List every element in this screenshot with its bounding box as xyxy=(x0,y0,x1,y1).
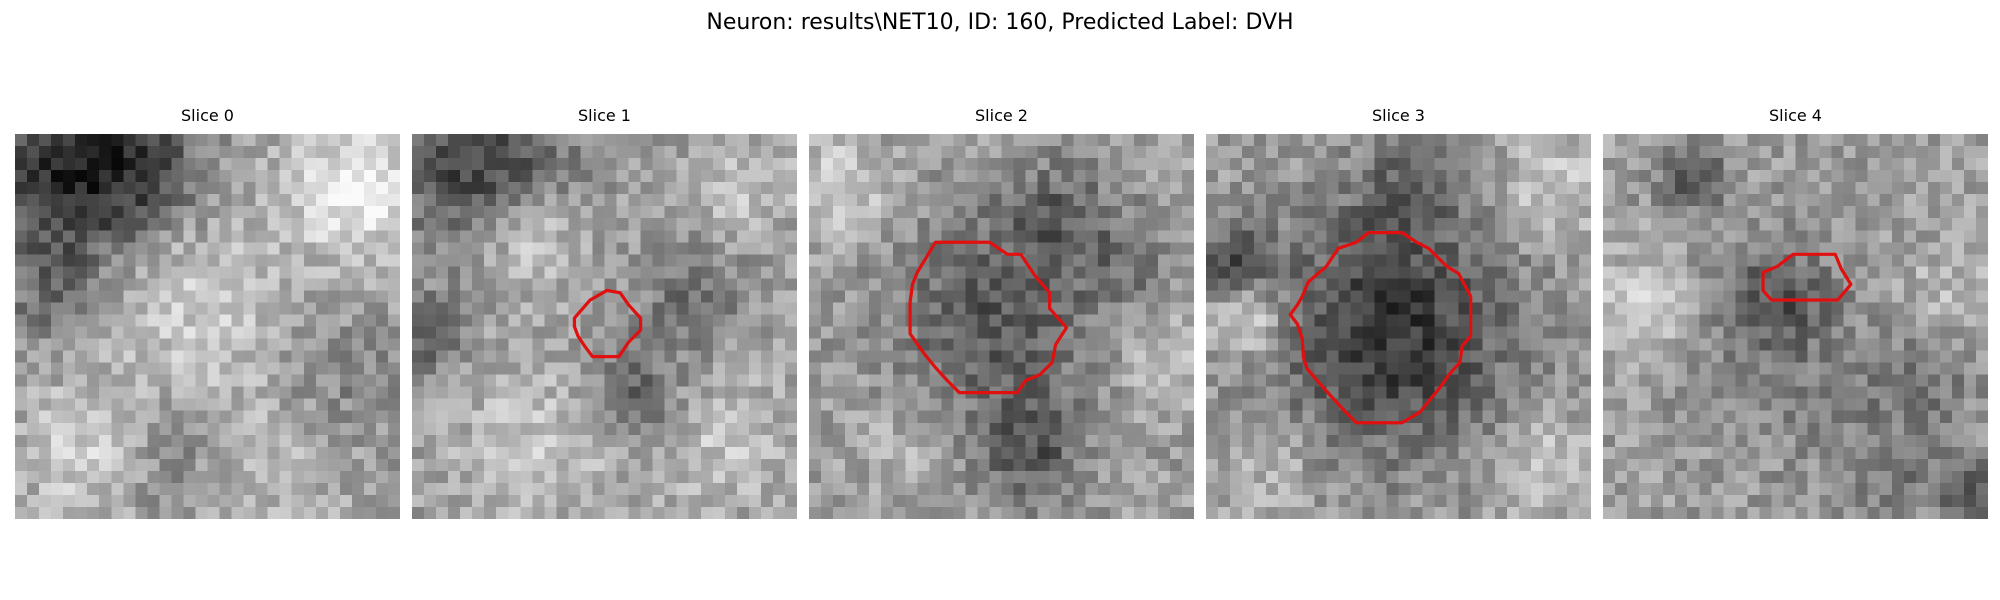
slice-title: Slice 4 xyxy=(1603,106,1988,126)
slice-panel-3: Slice 3 xyxy=(1206,106,1591,519)
slice-title: Slice 1 xyxy=(412,106,797,126)
image-pixels xyxy=(1206,134,1591,519)
image-pixels xyxy=(1603,134,1988,519)
image-pixels xyxy=(15,134,400,519)
image-pixels xyxy=(412,134,797,519)
image-pixels xyxy=(809,134,1194,519)
slice-image xyxy=(412,134,797,519)
slice-image xyxy=(1206,134,1591,519)
figure-title: Neuron: results\NET10, ID: 160, Predicte… xyxy=(0,8,2000,38)
slice-image xyxy=(1603,134,1988,519)
slice-panel-1: Slice 1 xyxy=(412,106,797,519)
slice-panel-2: Slice 2 xyxy=(809,106,1194,519)
slice-title: Slice 2 xyxy=(809,106,1194,126)
slice-title: Slice 0 xyxy=(15,106,400,126)
slice-panel-4: Slice 4 xyxy=(1603,106,1988,519)
slice-title: Slice 3 xyxy=(1206,106,1591,126)
slice-image xyxy=(15,134,400,519)
slice-panel-0: Slice 0 xyxy=(15,106,400,519)
slice-image xyxy=(809,134,1194,519)
